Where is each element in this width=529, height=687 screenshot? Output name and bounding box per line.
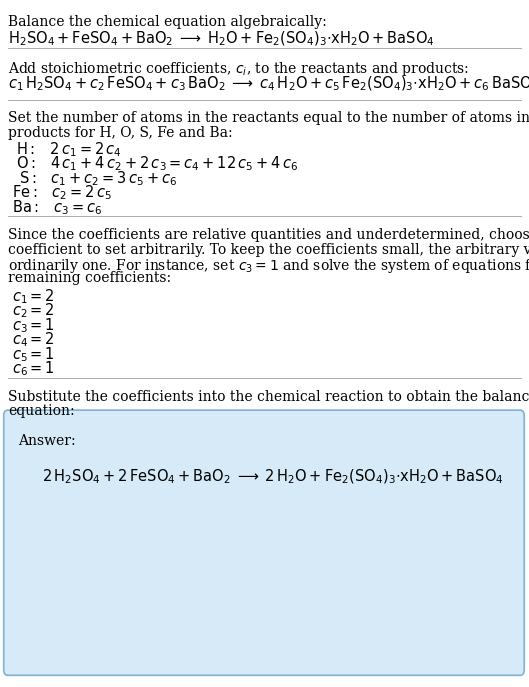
Text: $c_4 = 2$: $c_4 = 2$ (12, 330, 54, 349)
Text: Since the coefficients are relative quantities and underdetermined, choose a: Since the coefficients are relative quan… (8, 228, 529, 242)
Text: Set the number of atoms in the reactants equal to the number of atoms in the: Set the number of atoms in the reactants… (8, 111, 529, 125)
Text: $c_1 = 2$: $c_1 = 2$ (12, 287, 54, 306)
Text: $c_2 = 2$: $c_2 = 2$ (12, 302, 54, 320)
Text: $2\,\mathregular{H_2SO_4} + 2\,\mathregular{FeSO_4} + \mathregular{BaO_2}\;\long: $2\,\mathregular{H_2SO_4} + 2\,\mathregu… (42, 467, 504, 486)
Text: $c_1\,\mathregular{H_2SO_4} + c_2\,\mathregular{FeSO_4} + c_3\,\mathregular{BaO_: $c_1\,\mathregular{H_2SO_4} + c_2\,\math… (8, 74, 529, 93)
Text: $\mathregular{H}\mathregular{:}\;\;\; 2\,c_1 = 2\,c_4$: $\mathregular{H}\mathregular{:}\;\;\; 2\… (16, 140, 122, 159)
Text: $\mathregular{S}\mathregular{:}\;\;\; c_1 + c_2 = 3\,c_5 + c_6$: $\mathregular{S}\mathregular{:}\;\;\; c_… (19, 169, 177, 188)
Text: ordinarily one. For instance, set $c_3 = 1$ and solve the system of equations fo: ordinarily one. For instance, set $c_3 =… (8, 257, 529, 275)
Text: $c_5 = 1$: $c_5 = 1$ (12, 345, 54, 363)
Text: $\mathregular{H_2SO_4 + FeSO_4 + BaO_2 \;\longrightarrow\; H_2O + Fe_2(SO_4)_3{\: $\mathregular{H_2SO_4 + FeSO_4 + BaO_2 \… (8, 30, 435, 48)
FancyBboxPatch shape (4, 410, 524, 675)
Text: $c_6 = 1$: $c_6 = 1$ (12, 359, 54, 378)
Text: products for H, O, S, Fe and Ba:: products for H, O, S, Fe and Ba: (8, 126, 233, 139)
Text: Balance the chemical equation algebraically:: Balance the chemical equation algebraica… (8, 15, 327, 29)
Text: $\mathregular{Ba}\mathregular{:}\;\;\; c_3 = c_6$: $\mathregular{Ba}\mathregular{:}\;\;\; c… (12, 198, 102, 216)
Text: Add stoichiometric coefficients, $c_i$, to the reactants and products:: Add stoichiometric coefficients, $c_i$, … (8, 60, 469, 78)
Text: Substitute the coefficients into the chemical reaction to obtain the balanced: Substitute the coefficients into the che… (8, 390, 529, 403)
Text: $\mathregular{O}\mathregular{:}\;\;\; 4\,c_1 + 4\,c_2 + 2\,c_3 = c_4 + 12\,c_5 +: $\mathregular{O}\mathregular{:}\;\;\; 4\… (16, 155, 298, 173)
Text: equation:: equation: (8, 404, 75, 418)
Text: $\mathregular{Fe}\mathregular{:}\;\;\; c_2 = 2\,c_5$: $\mathregular{Fe}\mathregular{:}\;\;\; c… (12, 183, 112, 202)
Text: remaining coefficients:: remaining coefficients: (8, 271, 171, 285)
Text: Answer:: Answer: (19, 434, 76, 448)
Text: $c_3 = 1$: $c_3 = 1$ (12, 316, 54, 335)
Text: coefficient to set arbitrarily. To keep the coefficients small, the arbitrary va: coefficient to set arbitrarily. To keep … (8, 243, 529, 256)
